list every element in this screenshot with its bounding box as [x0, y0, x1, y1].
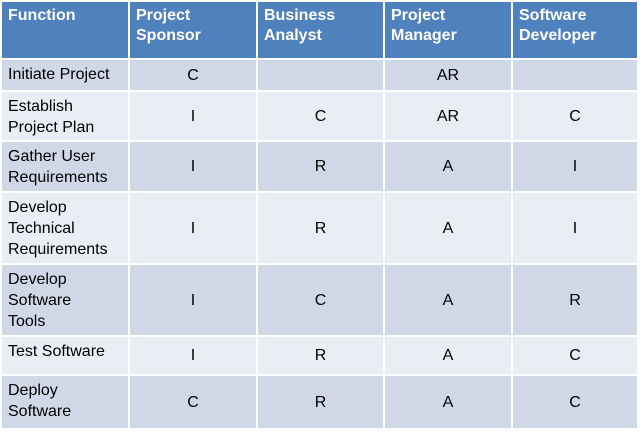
table-row: Gather User Requirements I R A I	[0, 140, 639, 193]
manager-cell: A	[383, 335, 513, 376]
raci-value: R	[314, 158, 327, 175]
raci-value: AR	[436, 107, 460, 125]
table-row: Develop Software Tools I C A R	[0, 263, 639, 337]
raci-value: R	[314, 347, 327, 364]
function-cell: Develop Technical Requirements	[0, 191, 130, 265]
table-row: Initiate Project C AR	[0, 58, 639, 92]
analyst-cell: C	[256, 90, 385, 142]
manager-cell: A	[383, 191, 513, 265]
column-header-function: Function	[0, 0, 130, 60]
analyst-cell: R	[256, 374, 385, 430]
raci-value: C	[569, 347, 581, 364]
manager-cell: A	[383, 140, 513, 193]
function-cell: Gather User Requirements	[0, 140, 130, 193]
raci-value: A	[442, 291, 454, 309]
sponsor-cell: C	[128, 58, 258, 92]
table-row: Deploy Software C R A C	[0, 374, 639, 430]
raci-value: C	[314, 291, 327, 309]
raci-value: C	[314, 107, 327, 125]
function-cell: Establish Project Plan	[0, 90, 130, 142]
column-header-label: Project Sponsor	[136, 7, 201, 44]
raci-value: C	[569, 107, 581, 125]
function-label: Initiate Project	[8, 66, 110, 83]
function-cell: Develop Software Tools	[0, 263, 130, 337]
sponsor-cell: I	[128, 140, 258, 193]
raci-value: I	[190, 158, 196, 175]
raci-value: A	[442, 158, 454, 175]
function-cell: Initiate Project	[0, 58, 130, 92]
analyst-cell: C	[256, 263, 385, 337]
raci-value: R	[569, 291, 581, 309]
column-header-project-sponsor: Project Sponsor	[128, 0, 258, 60]
manager-cell: A	[383, 374, 513, 430]
developer-cell: C	[511, 335, 639, 376]
column-header-label: Software Developer	[519, 7, 597, 44]
table-row: Test Software I R A C	[0, 335, 639, 376]
raci-value: I	[572, 158, 578, 175]
raci-value: I	[190, 291, 196, 309]
raci-value: I	[190, 347, 196, 364]
analyst-cell	[256, 58, 385, 92]
function-label: Establish Project Plan	[8, 98, 95, 136]
sponsor-cell: C	[128, 374, 258, 430]
raci-value: C	[187, 393, 199, 411]
manager-cell: AR	[383, 58, 513, 92]
function-label: Deploy Software	[8, 382, 72, 420]
function-label: Develop Technical Requirements	[8, 199, 108, 258]
manager-cell: A	[383, 263, 513, 337]
raci-value: A	[442, 219, 454, 237]
function-cell: Test Software	[0, 335, 130, 376]
column-header-project-manager: Project Manager	[383, 0, 513, 60]
raci-value: A	[442, 347, 454, 364]
sponsor-cell: I	[128, 335, 258, 376]
sponsor-cell: I	[128, 191, 258, 265]
column-header-software-developer: Software Developer	[511, 0, 639, 60]
function-label: Test Software	[8, 343, 105, 360]
table-header-row: Function Project Sponsor Business Analys…	[0, 0, 639, 60]
function-label: Gather User Requirements	[8, 148, 108, 186]
developer-cell: C	[511, 374, 639, 430]
analyst-cell: R	[256, 335, 385, 376]
sponsor-cell: I	[128, 90, 258, 142]
column-header-label: Business Analyst	[264, 7, 336, 44]
raci-value: I	[190, 107, 196, 125]
manager-cell: AR	[383, 90, 513, 142]
raci-value: A	[442, 393, 454, 411]
raci-value: C	[187, 66, 199, 84]
developer-cell: I	[511, 140, 639, 193]
sponsor-cell: I	[128, 263, 258, 337]
raci-value: I	[572, 219, 578, 237]
function-label: Develop Software Tools	[8, 271, 72, 330]
raci-value: C	[569, 393, 581, 411]
table-row: Establish Project Plan I C AR C	[0, 90, 639, 142]
analyst-cell: R	[256, 140, 385, 193]
developer-cell	[511, 58, 639, 92]
function-cell: Deploy Software	[0, 374, 130, 430]
developer-cell: C	[511, 90, 639, 142]
column-header-label: Project Manager	[391, 7, 457, 44]
column-header-label: Function	[8, 7, 76, 24]
raci-value: R	[314, 393, 327, 411]
column-header-business-analyst: Business Analyst	[256, 0, 385, 60]
raci-value: R	[314, 219, 327, 237]
developer-cell: I	[511, 191, 639, 265]
analyst-cell: R	[256, 191, 385, 265]
table-row: Develop Technical Requirements I R A I	[0, 191, 639, 265]
raci-value: I	[190, 219, 196, 237]
raci-value: AR	[436, 66, 460, 84]
developer-cell: R	[511, 263, 639, 337]
